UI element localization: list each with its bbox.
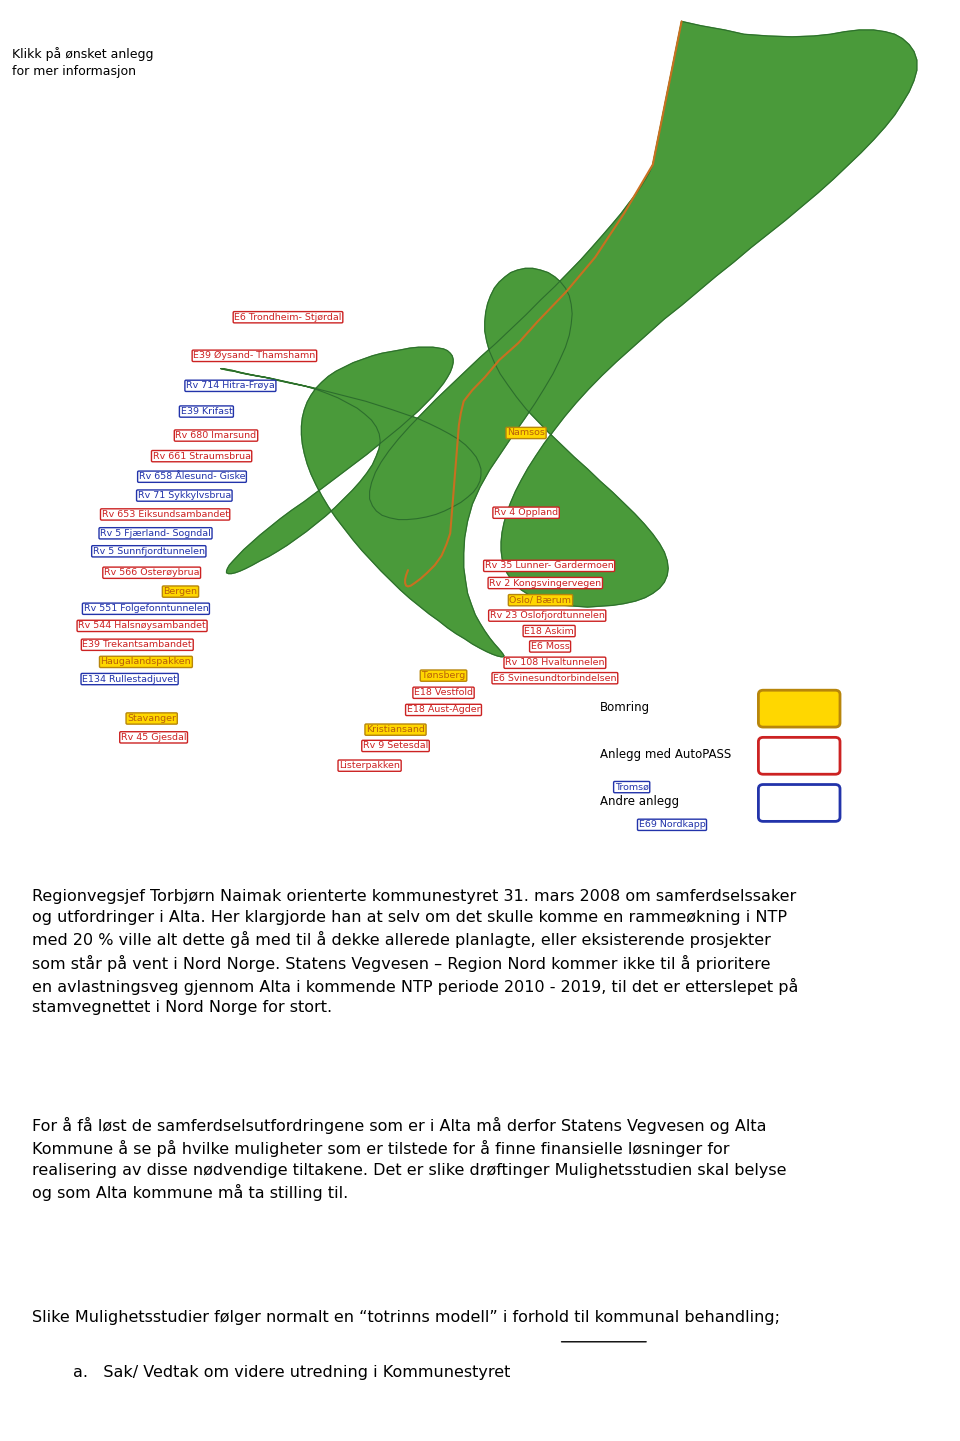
Text: E18 Vestfold: E18 Vestfold xyxy=(414,689,473,697)
Text: Rv 566 Osterøybrua: Rv 566 Osterøybrua xyxy=(104,568,200,578)
Text: E6 Svinesundtorbindelsen: E6 Svinesundtorbindelsen xyxy=(493,674,616,683)
Text: Listerpakken: Listerpakken xyxy=(339,761,400,769)
Text: Rv 658 Ålesund- Giske: Rv 658 Ålesund- Giske xyxy=(139,473,245,481)
Text: Tromsø: Tromsø xyxy=(614,782,649,791)
Text: Bomring: Bomring xyxy=(600,700,650,713)
Text: Rv 4 Oppland: Rv 4 Oppland xyxy=(494,509,558,517)
Text: For å få løst de samferdselsutfordringene som er i Alta må derfor Statens Vegves: For å få løst de samferdselsutfordringen… xyxy=(32,1117,786,1202)
Text: Klikk på ønsket anlegg
for mer informasjon: Klikk på ønsket anlegg for mer informasj… xyxy=(12,48,153,78)
FancyBboxPatch shape xyxy=(758,784,840,821)
Text: Rv 653 Eiksundsambandet: Rv 653 Eiksundsambandet xyxy=(102,510,228,519)
Text: E18 Aust-Agder: E18 Aust-Agder xyxy=(407,706,480,715)
Text: Regionvegsjef Torbjørn Naimak orienterte kommunestyret 31. mars 2008 om samferds: Regionvegsjef Torbjørn Naimak orienterte… xyxy=(32,889,798,1016)
Text: Rv 714 Hitra-Frøya: Rv 714 Hitra-Frøya xyxy=(186,382,275,391)
FancyBboxPatch shape xyxy=(758,690,840,728)
Text: Bergen: Bergen xyxy=(163,586,198,597)
Text: Rv 661 Straumsbrua: Rv 661 Straumsbrua xyxy=(153,451,251,461)
Text: E134 Rullestadjuvet: E134 Rullestadjuvet xyxy=(83,674,177,683)
Text: Rv 108 Hvaltunnelen: Rv 108 Hvaltunnelen xyxy=(505,659,605,667)
Text: Haugalandspakken: Haugalandspakken xyxy=(101,657,191,666)
Text: Kristiansand: Kristiansand xyxy=(366,725,425,733)
Text: E18 Askim: E18 Askim xyxy=(524,627,574,635)
Polygon shape xyxy=(221,22,917,657)
Text: E6 Moss: E6 Moss xyxy=(531,643,569,651)
Text: E39 Øysand- Thamshamn: E39 Øysand- Thamshamn xyxy=(193,352,316,360)
Text: Tønsberg: Tønsberg xyxy=(421,672,466,680)
Text: Rv 2 Kongsvingervegen: Rv 2 Kongsvingervegen xyxy=(490,578,601,588)
Text: Stavanger: Stavanger xyxy=(127,713,177,723)
Text: Rv 23 Oslofjordtunnelen: Rv 23 Oslofjordtunnelen xyxy=(490,611,605,620)
Text: Slike Mulighetsstudier følger normalt en “totrinns modell” i forhold til kommuna: Slike Mulighetsstudier følger normalt en… xyxy=(32,1310,780,1324)
Text: Oslo/ Bærum: Oslo/ Bærum xyxy=(510,595,571,605)
Text: E39 Trekantsambandet: E39 Trekantsambandet xyxy=(83,640,192,650)
Text: Rv 71 Sykkylvsbrua: Rv 71 Sykkylvsbrua xyxy=(137,491,231,500)
Text: Rv 551 Folgefonntunnelen: Rv 551 Folgefonntunnelen xyxy=(84,604,208,614)
Text: E6 Trondheim- Stjørdal: E6 Trondheim- Stjørdal xyxy=(234,313,342,321)
Text: Rv 9 Setesdal: Rv 9 Setesdal xyxy=(363,742,428,751)
Text: Rv 5 Fjærland- Sogndal: Rv 5 Fjærland- Sogndal xyxy=(100,529,211,537)
FancyBboxPatch shape xyxy=(758,738,840,774)
Text: Rv 5 Sunnfjordtunnelen: Rv 5 Sunnfjordtunnelen xyxy=(93,546,204,556)
Text: Anlegg med AutoPASS: Anlegg med AutoPASS xyxy=(600,748,732,761)
Text: E69 Nordkapp: E69 Nordkapp xyxy=(638,820,706,830)
Text: a.   Sak/ Vedtak om videre utredning i Kommunestyret: a. Sak/ Vedtak om videre utredning i Kom… xyxy=(32,1365,510,1380)
Text: Rv 35 Lunner- Gardermoen: Rv 35 Lunner- Gardermoen xyxy=(485,562,613,571)
Text: Rv 45 Gjesdal: Rv 45 Gjesdal xyxy=(121,733,186,742)
Text: Rv 680 Imarsund: Rv 680 Imarsund xyxy=(176,431,256,440)
Text: Rv 544 Halsnøysambandet: Rv 544 Halsnøysambandet xyxy=(78,621,206,630)
Text: Andre anlegg: Andre anlegg xyxy=(600,795,679,808)
Text: E39 Krifast: E39 Krifast xyxy=(180,406,232,416)
Text: Namsos: Namsos xyxy=(507,428,545,438)
